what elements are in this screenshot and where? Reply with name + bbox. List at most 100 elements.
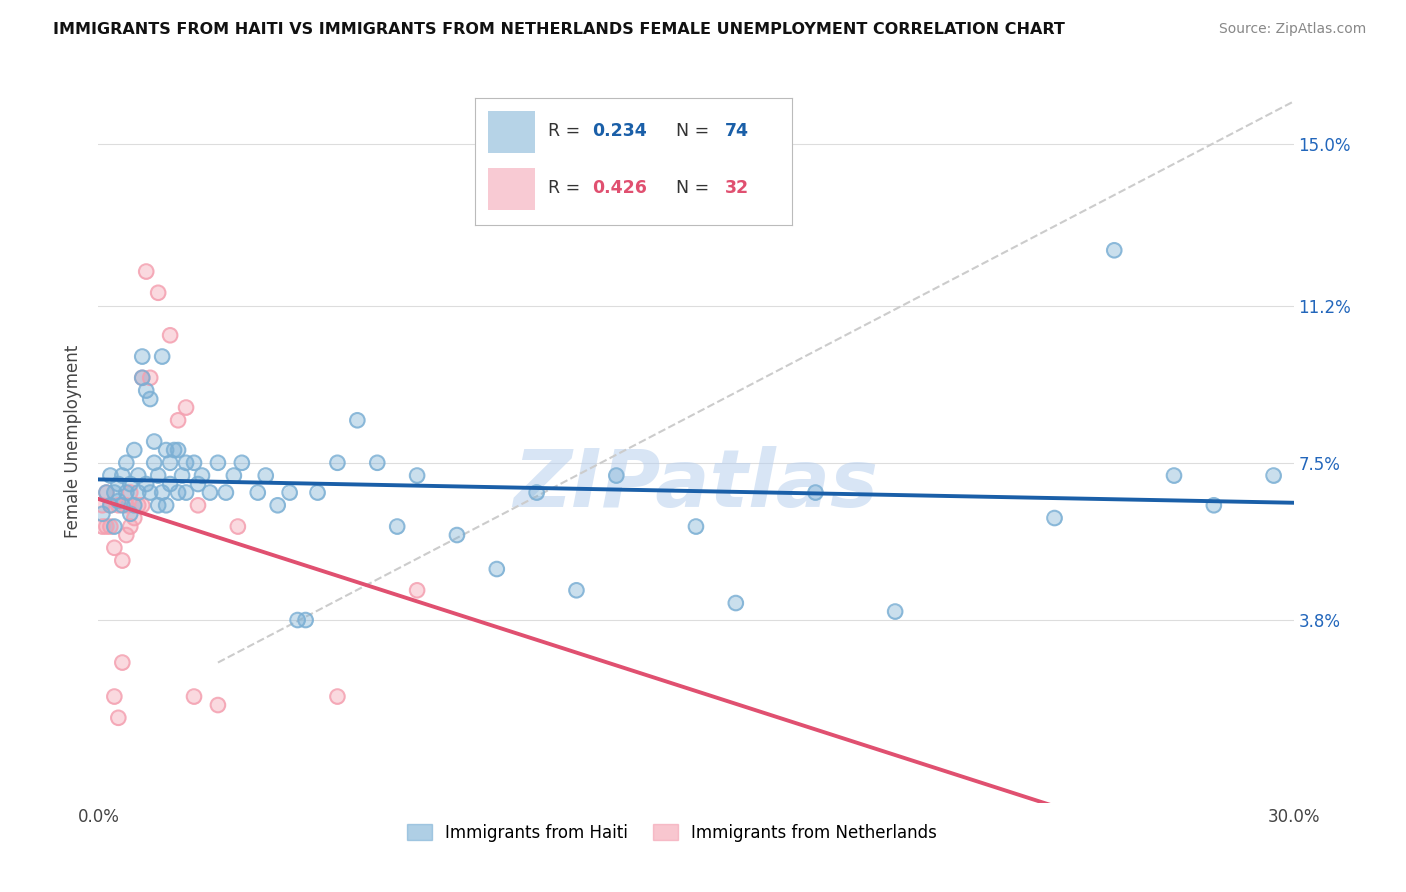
Point	[115, 485, 138, 500]
Point	[198, 485, 221, 500]
Point	[91, 498, 114, 512]
Point	[226, 519, 249, 533]
Point	[685, 519, 707, 533]
Point	[111, 498, 134, 512]
Point	[107, 494, 129, 508]
Point	[167, 485, 190, 500]
Point	[159, 477, 181, 491]
Point	[1202, 498, 1225, 512]
Point	[115, 456, 138, 470]
Point	[98, 468, 122, 483]
Point	[385, 519, 409, 533]
Point	[124, 443, 146, 458]
Point	[120, 485, 142, 500]
Point	[207, 456, 229, 470]
Point	[565, 583, 588, 598]
Point	[103, 541, 125, 555]
Text: ZIPatlas: ZIPatlas	[513, 446, 879, 524]
Point	[174, 456, 197, 470]
Point	[884, 605, 907, 619]
Point	[131, 371, 153, 385]
Point	[150, 350, 173, 364]
Point	[148, 498, 170, 512]
Point	[1263, 468, 1285, 483]
Point	[526, 485, 548, 500]
Point	[131, 371, 153, 385]
Point	[526, 485, 548, 500]
Point	[215, 485, 238, 500]
Legend: Immigrants from Haiti, Immigrants from Netherlands: Immigrants from Haiti, Immigrants from N…	[401, 817, 943, 848]
Point	[107, 711, 129, 725]
Point	[884, 605, 907, 619]
Point	[91, 507, 114, 521]
Point	[127, 498, 149, 512]
Point	[222, 468, 245, 483]
Point	[155, 443, 177, 458]
Point	[96, 485, 118, 500]
Point	[135, 477, 157, 491]
Point	[187, 477, 209, 491]
Point	[98, 519, 122, 533]
Point	[135, 477, 157, 491]
Point	[565, 583, 588, 598]
Point	[115, 485, 138, 500]
Point	[120, 477, 142, 491]
Point	[1043, 511, 1066, 525]
Point	[124, 498, 146, 512]
Point	[98, 498, 122, 512]
Point	[139, 371, 162, 385]
Point	[103, 519, 125, 533]
Point	[155, 498, 177, 512]
Point	[103, 541, 125, 555]
Point	[267, 498, 290, 512]
Point	[167, 413, 190, 427]
Point	[246, 485, 269, 500]
Point	[605, 468, 627, 483]
Point	[406, 468, 429, 483]
Point	[1163, 468, 1185, 483]
Point	[91, 519, 114, 533]
Point	[139, 392, 162, 406]
Point	[163, 443, 186, 458]
Point	[174, 456, 197, 470]
Point	[215, 485, 238, 500]
Point	[96, 519, 118, 533]
Point	[346, 413, 368, 427]
Point	[135, 264, 157, 278]
Point	[326, 456, 349, 470]
Point	[124, 443, 146, 458]
Point	[183, 690, 205, 704]
Point	[1263, 468, 1285, 483]
Point	[96, 519, 118, 533]
Point	[163, 443, 186, 458]
Point	[148, 468, 170, 483]
Point	[287, 613, 309, 627]
Point	[406, 583, 429, 598]
Point	[98, 498, 122, 512]
Point	[167, 443, 190, 458]
Point	[111, 656, 134, 670]
Point	[267, 498, 290, 512]
Point	[307, 485, 329, 500]
Point	[127, 498, 149, 512]
Point	[385, 519, 409, 533]
Point	[98, 498, 122, 512]
Point	[724, 596, 747, 610]
Point	[222, 468, 245, 483]
Point	[366, 456, 388, 470]
Point	[135, 264, 157, 278]
Point	[124, 498, 146, 512]
Point	[159, 456, 181, 470]
Point	[183, 690, 205, 704]
Point	[139, 485, 162, 500]
Point	[115, 528, 138, 542]
Point	[103, 485, 125, 500]
Point	[605, 468, 627, 483]
Point	[187, 498, 209, 512]
Point	[103, 485, 125, 500]
Text: Source: ZipAtlas.com: Source: ZipAtlas.com	[1219, 22, 1367, 37]
Point	[91, 498, 114, 512]
Point	[231, 456, 253, 470]
Point	[174, 485, 197, 500]
Point	[98, 498, 122, 512]
